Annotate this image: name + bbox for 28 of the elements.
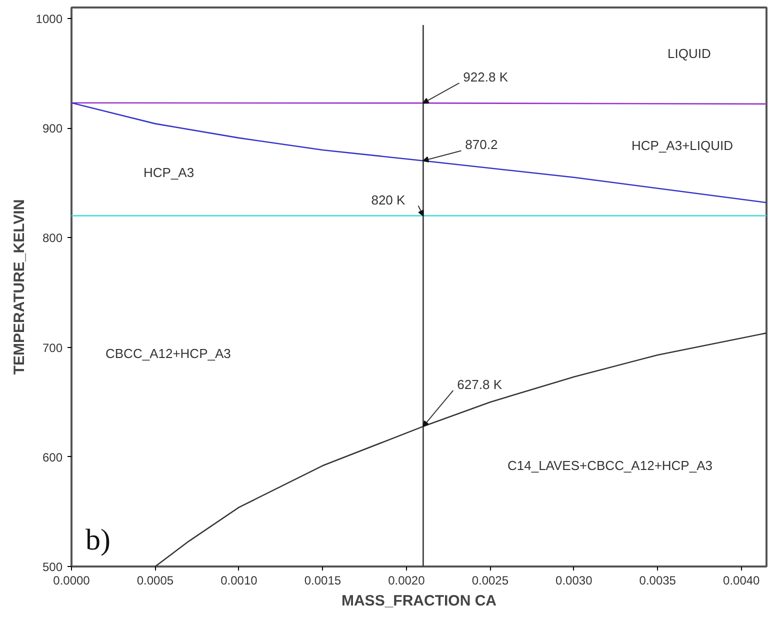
x-tick-label: 0.0005 xyxy=(136,574,174,588)
data-label: 820 K xyxy=(371,192,406,208)
data-label: 870.2 xyxy=(465,137,498,152)
y-tick-label: 1000 xyxy=(36,12,63,26)
y-axis-title: TEMPERATURE_KELVIN xyxy=(10,199,28,375)
x-tick-label: 0.0020 xyxy=(388,574,426,588)
x-tick-label: 0.0010 xyxy=(220,574,258,588)
data-label: 627.8 K xyxy=(457,376,502,392)
x-tick-label: 0.0030 xyxy=(556,574,593,588)
y-tick-label: 500 xyxy=(42,560,63,574)
x-tick-label: 0.0035 xyxy=(639,574,676,588)
y-tick-label: 800 xyxy=(42,231,63,246)
x-tick-label: 0.0025 xyxy=(472,574,509,588)
y-tick-label: 700 xyxy=(42,340,63,355)
annotation: b) xyxy=(86,524,110,556)
annotation: LIQUID xyxy=(668,46,711,61)
y-tick-label: 600 xyxy=(42,450,63,464)
y-tick-label: 900 xyxy=(42,122,63,136)
x-tick-label: 0.0015 xyxy=(304,574,342,588)
annotation: C14_LAVES+CBCC_A12+HCP_A3 xyxy=(508,458,712,473)
line-series xyxy=(72,102,766,204)
annotation: HCP_A3 xyxy=(144,165,194,180)
annotation: HCP_A3+LIQUID xyxy=(632,138,734,153)
data-label: 922.8 K xyxy=(463,70,508,85)
x-axis-title: MASS_FRACTION CA xyxy=(342,592,497,610)
annotation: CBCC_A12+HCP_A3 xyxy=(106,346,231,361)
x-tick-label: 0.0000 xyxy=(53,574,90,588)
x-tick-label: 0.0040 xyxy=(723,574,760,588)
